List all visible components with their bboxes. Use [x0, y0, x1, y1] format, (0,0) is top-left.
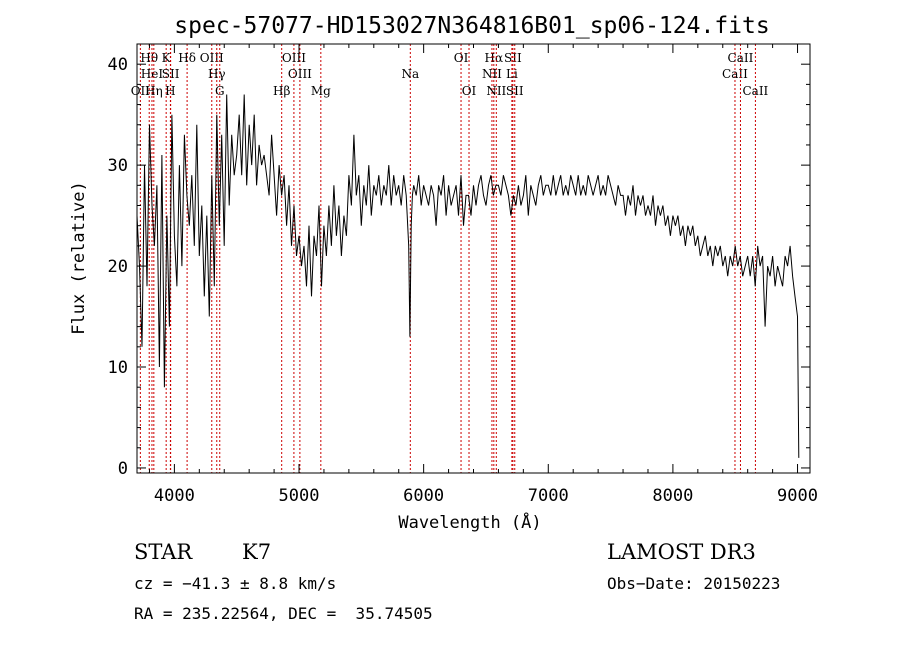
x-tick-label: 9000	[777, 486, 818, 506]
x-tick-label: 5000	[279, 486, 320, 506]
object-class: STAR	[134, 540, 193, 564]
y-tick-label: 20	[108, 257, 128, 277]
spectral-line-label: Hα	[485, 51, 504, 65]
spectral-line-label: Hη	[145, 84, 163, 98]
x-axis: 4000 5000 6000 7000 8000 9000	[148, 44, 818, 506]
spectral-line-label: SII	[506, 84, 524, 98]
spectral-line-label: H	[165, 84, 175, 98]
spectral-line-label: OII	[131, 84, 151, 98]
x-tick-label: 4000	[154, 486, 195, 506]
x-tick-label: 6000	[403, 486, 444, 506]
coordinates: RA = 235.22564, DEC = 35.74505	[134, 604, 433, 623]
spectral-line-label: Na	[401, 67, 419, 81]
redshift-text: cz = −41.3 ± 8.8 km/s	[134, 574, 337, 593]
x-tick-label: 8000	[652, 486, 693, 506]
y-tick-label: 10	[108, 358, 128, 378]
survey-name: LAMOST DR3	[607, 540, 756, 564]
object-subclass: K7	[242, 540, 272, 564]
spectral-line-label: Mg	[311, 84, 331, 98]
spectral-line-label: OI	[454, 51, 469, 65]
spectral-line-label: K	[162, 51, 172, 65]
chart-title: spec-57077-HD153027N364816B01_sp06-124.f…	[174, 13, 769, 39]
spectral-line-label: OIII	[200, 51, 224, 65]
spectral-line-label: HeI	[141, 67, 164, 81]
spectral-line-label: CaII	[722, 67, 748, 81]
spectral-line-label: Li	[506, 67, 518, 81]
y-tick-label: 30	[108, 156, 128, 176]
spectral-line-label: OIII	[288, 67, 312, 81]
plot-frame	[136, 43, 811, 474]
spectral-line-label: G	[215, 84, 225, 98]
y-tick-label: 0	[118, 459, 128, 479]
spectral-line-label: NII	[482, 67, 502, 81]
spectral-line-label: Hδ	[178, 51, 196, 65]
spectral-line-label: CaII	[742, 84, 768, 98]
spectral-line-label: Hγ	[208, 67, 226, 81]
spectral-line-label: NII	[486, 84, 506, 98]
spectral-line-label: OIII	[282, 51, 306, 65]
spectral-line-label: SII	[504, 51, 522, 65]
y-axis-label: Flux (relative)	[69, 181, 89, 335]
series-line-flux	[136, 94, 800, 458]
spectral-line-label: Hθ	[140, 51, 158, 65]
spectral-line-label: CaII	[728, 51, 754, 65]
y-axis: 0 10 20 30 40	[108, 43, 810, 479]
spectral-line-label: Hβ	[273, 84, 290, 98]
spectral-line-label: OI	[462, 84, 477, 98]
x-tick-label: 7000	[528, 486, 569, 506]
x-axis-label: Wavelength (Å)	[398, 511, 541, 533]
y-tick-label: 40	[108, 55, 128, 75]
spectral-line-markers: OII Hθ HeI Hη K SII H Hδ OIII Hγ G Hβ OIII OIII Mg Na OI…	[131, 44, 769, 473]
obs-date: Obs−Date: 20150223	[607, 574, 781, 593]
